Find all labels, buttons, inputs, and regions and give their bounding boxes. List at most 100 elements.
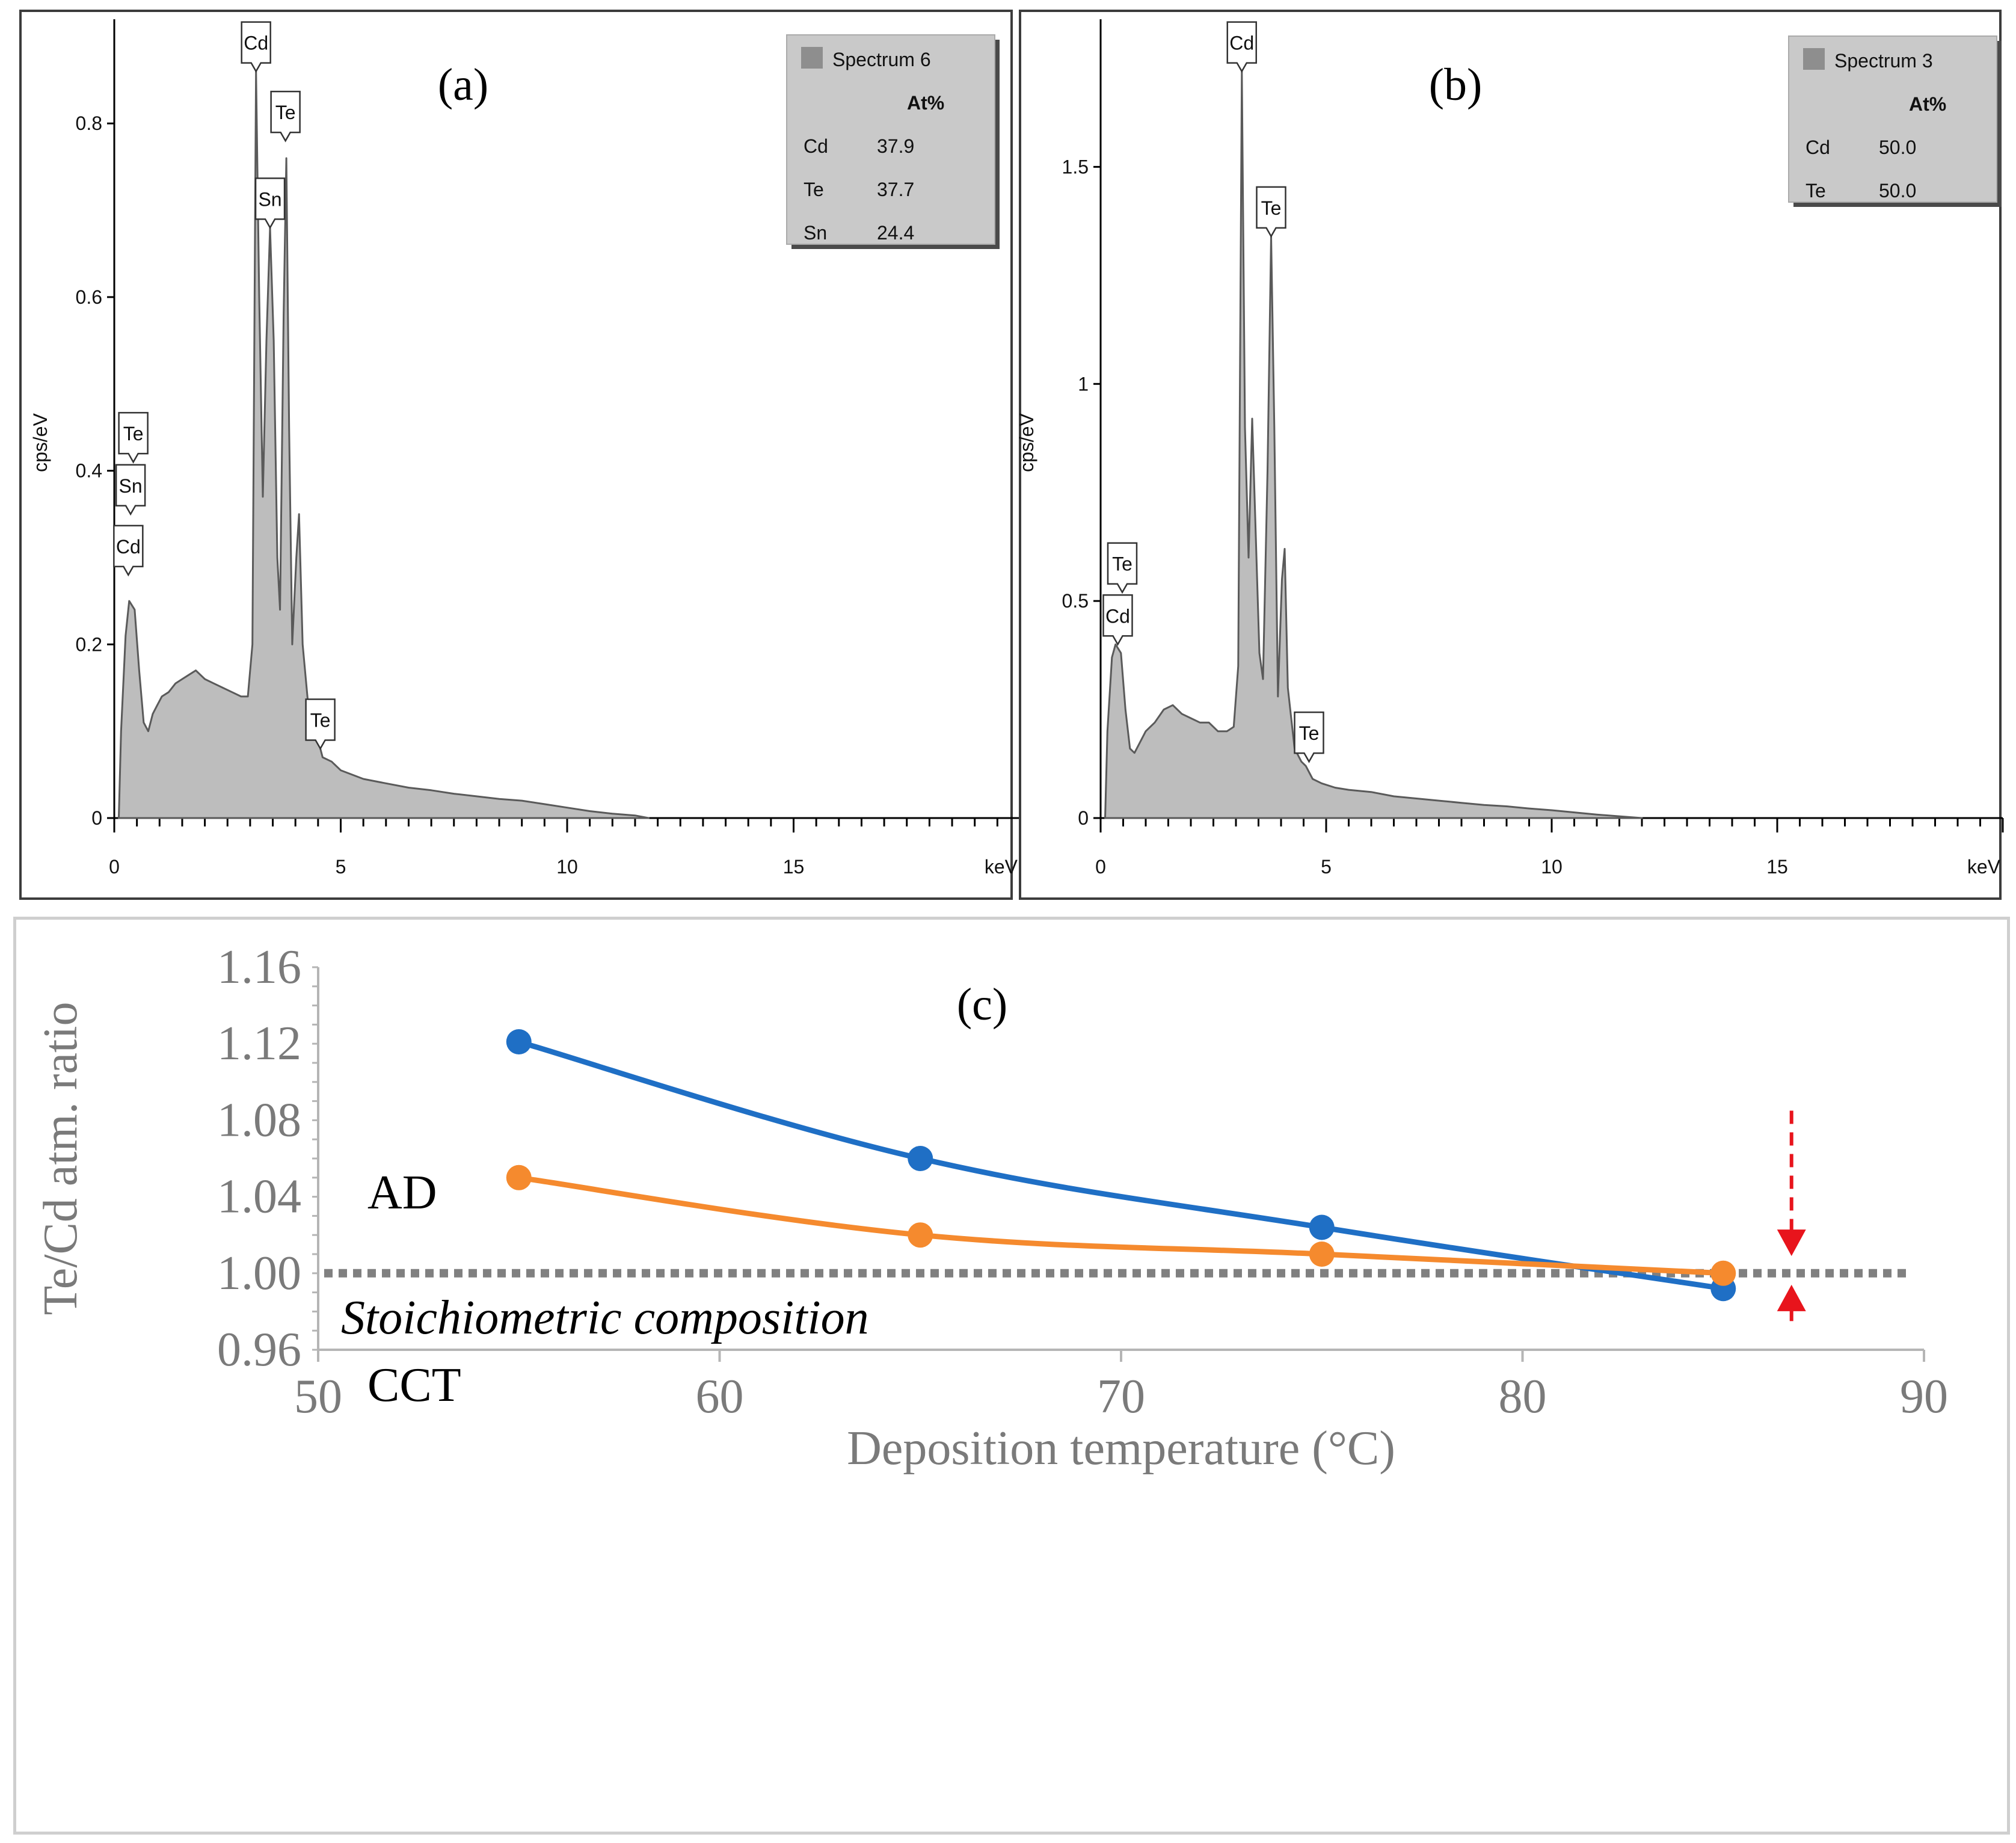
- data-point-cct: [506, 1165, 532, 1190]
- data-point-cct: [908, 1222, 933, 1248]
- legend-value: 37.7: [877, 179, 914, 200]
- data-point-ad: [1309, 1214, 1335, 1240]
- peak-label-box: [118, 411, 149, 464]
- peak-label-te: Te: [270, 90, 301, 143]
- series-line-ad: [516, 1039, 1726, 1291]
- spectrum-legend: Spectrum 3 At% Cd 50.0 Te 50.0: [1788, 35, 2002, 207]
- peak-label-te: Te: [1294, 711, 1324, 763]
- ratio-chart-panel-c: 0.96 1.00 1.04 1.08 1.12 1.16 50 60 70 80 90 Deposi…: [13, 917, 2010, 1835]
- peak-label-box: [1107, 542, 1138, 594]
- peak-label-box: [254, 177, 286, 229]
- y-axis-label: cps/eV: [1016, 413, 1037, 472]
- ratio-chart-svg: 0.96 1.00 1.04 1.08 1.12 1.16 50 60 70 80 90 Deposi…: [34, 941, 1948, 1475]
- y-tick-label: 1.5: [1062, 156, 1089, 177]
- peak-label-text: Te: [1112, 553, 1132, 575]
- peak-label-box: [270, 90, 301, 143]
- y-tick-label: 0.8: [76, 112, 102, 134]
- y-tick-label: 0.96: [217, 1323, 301, 1376]
- y-tick-label: 0.5: [1062, 590, 1089, 612]
- y-tick-label: 1.04: [217, 1171, 301, 1223]
- peak-label-cd: Cd: [1226, 21, 1257, 73]
- legend-element: Cd: [804, 135, 828, 157]
- y-tick-label: 1.00: [217, 1247, 301, 1300]
- x-tick-label: 5: [336, 856, 346, 878]
- x-tick-label: 15: [783, 856, 805, 878]
- peak-label-box: [113, 525, 144, 577]
- legend-element: Sn: [804, 222, 827, 244]
- peak-label-text: Te: [123, 423, 144, 445]
- legend-header: At%: [1909, 93, 1946, 115]
- spectrum-legend: Spectrum 6 At% Cd 37.9 Te 37.7 Sn 24.4: [786, 34, 1000, 249]
- legend-element: Te: [804, 179, 824, 200]
- series-label-cct: CCT: [367, 1359, 461, 1412]
- legend-element: Te: [1805, 180, 1826, 202]
- x-axis-title: Deposition temperature (°C): [847, 1422, 1395, 1475]
- peak-label-box: [241, 21, 271, 73]
- eds-spectrum-panel-b: 0 0.5 1 1.5 0 5 10 15 keV cps/eV Cd Te Te Cd Te (b) Spec…: [1016, 10, 2004, 900]
- peak-label-text: Te: [275, 102, 296, 123]
- peak-label-cd: Cd: [113, 525, 144, 577]
- eds-spectrum-panel-a: 0 0.2 0.4 0.6 0.8 0 5 10 15 keV cps/eV Cd Te Sn Te Sn Cd…: [19, 10, 1021, 900]
- peak-label-te: Te: [118, 411, 149, 464]
- peak-label-te: Te: [1256, 186, 1286, 238]
- y-tick-label: 0.6: [76, 286, 102, 308]
- peak-label-cd: Cd: [241, 21, 271, 73]
- y-tick-label: 1.16: [217, 941, 301, 994]
- peak-label-box: [115, 464, 146, 516]
- x-tick-label: 5: [1321, 856, 1332, 878]
- x-tick-label: 70: [1097, 1370, 1145, 1423]
- legend-box: [786, 34, 995, 245]
- x-tick-label: 15: [1766, 856, 1788, 878]
- peak-label-text: Cd: [1229, 32, 1254, 54]
- x-tick-label: 0: [1095, 856, 1106, 878]
- data-point-cct: [1309, 1241, 1335, 1267]
- peak-label-text: Sn: [258, 188, 281, 210]
- legend-swatch: [801, 47, 823, 69]
- y-tick-label: 1: [1078, 373, 1089, 395]
- data-point-ad: [908, 1146, 933, 1171]
- data-point-ad: [506, 1029, 532, 1055]
- y-tick-label: 1.08: [217, 1094, 301, 1146]
- peak-label-text: Sn: [119, 475, 143, 497]
- legend-header: At%: [907, 92, 944, 114]
- peak-label-sn: Sn: [254, 177, 286, 229]
- panel-label: (b): [1429, 60, 1483, 110]
- x-tick-label: 90: [1900, 1370, 1948, 1423]
- legend-swatch: [1803, 48, 1825, 70]
- peak-label-te: Te: [1107, 542, 1138, 594]
- legend-element: Cd: [1805, 137, 1830, 158]
- panel-label: (a): [438, 60, 488, 110]
- spectrum-area: [118, 70, 650, 819]
- y-axis-title: Te/Cd atm. ratio: [34, 1002, 87, 1315]
- x-tick-label: 10: [556, 856, 578, 878]
- y-axis-label: cps/eV: [29, 413, 51, 472]
- eds-spectrum-b-svg: 0 0.5 1 1.5 0 5 10 15 keV cps/eV Cd Te Te Cd Te (b) Spec…: [1016, 19, 2004, 878]
- x-axis-unit-label: keV: [1967, 856, 2001, 878]
- peak-label-te: Te: [305, 698, 336, 751]
- arrow-up-head: [1777, 1284, 1806, 1311]
- peak-label-text: Te: [1299, 722, 1320, 744]
- x-tick-label: 80: [1499, 1370, 1547, 1423]
- legend-title: Spectrum 6: [832, 49, 931, 70]
- x-tick-label: 60: [696, 1370, 744, 1423]
- legend-title: Spectrum 3: [1834, 50, 1933, 72]
- peak-label-text: Cd: [244, 32, 268, 54]
- spectrum-area: [1104, 70, 1643, 819]
- peak-label-text: Cd: [116, 536, 141, 558]
- reference-line-label: Stoichiometric composition: [341, 1291, 869, 1344]
- peak-label-text: Te: [1261, 197, 1282, 219]
- y-tick-label: 0: [1078, 807, 1089, 829]
- peak-label-box: [1102, 594, 1133, 646]
- arrow-down-head: [1777, 1229, 1806, 1257]
- data-point-cct: [1710, 1260, 1736, 1286]
- peak-label-box: [1226, 21, 1257, 73]
- peak-label-box: [305, 698, 336, 751]
- peak-label-sn: Sn: [115, 464, 146, 516]
- peak-label-text: Cd: [1105, 605, 1130, 627]
- legend-value: 24.4: [877, 222, 914, 244]
- x-tick-label: 0: [109, 856, 120, 878]
- peak-label-text: Te: [310, 710, 331, 731]
- y-tick-label: 0: [91, 807, 102, 829]
- x-tick-label: 10: [1541, 856, 1563, 878]
- series-line-cct: [516, 1175, 1726, 1276]
